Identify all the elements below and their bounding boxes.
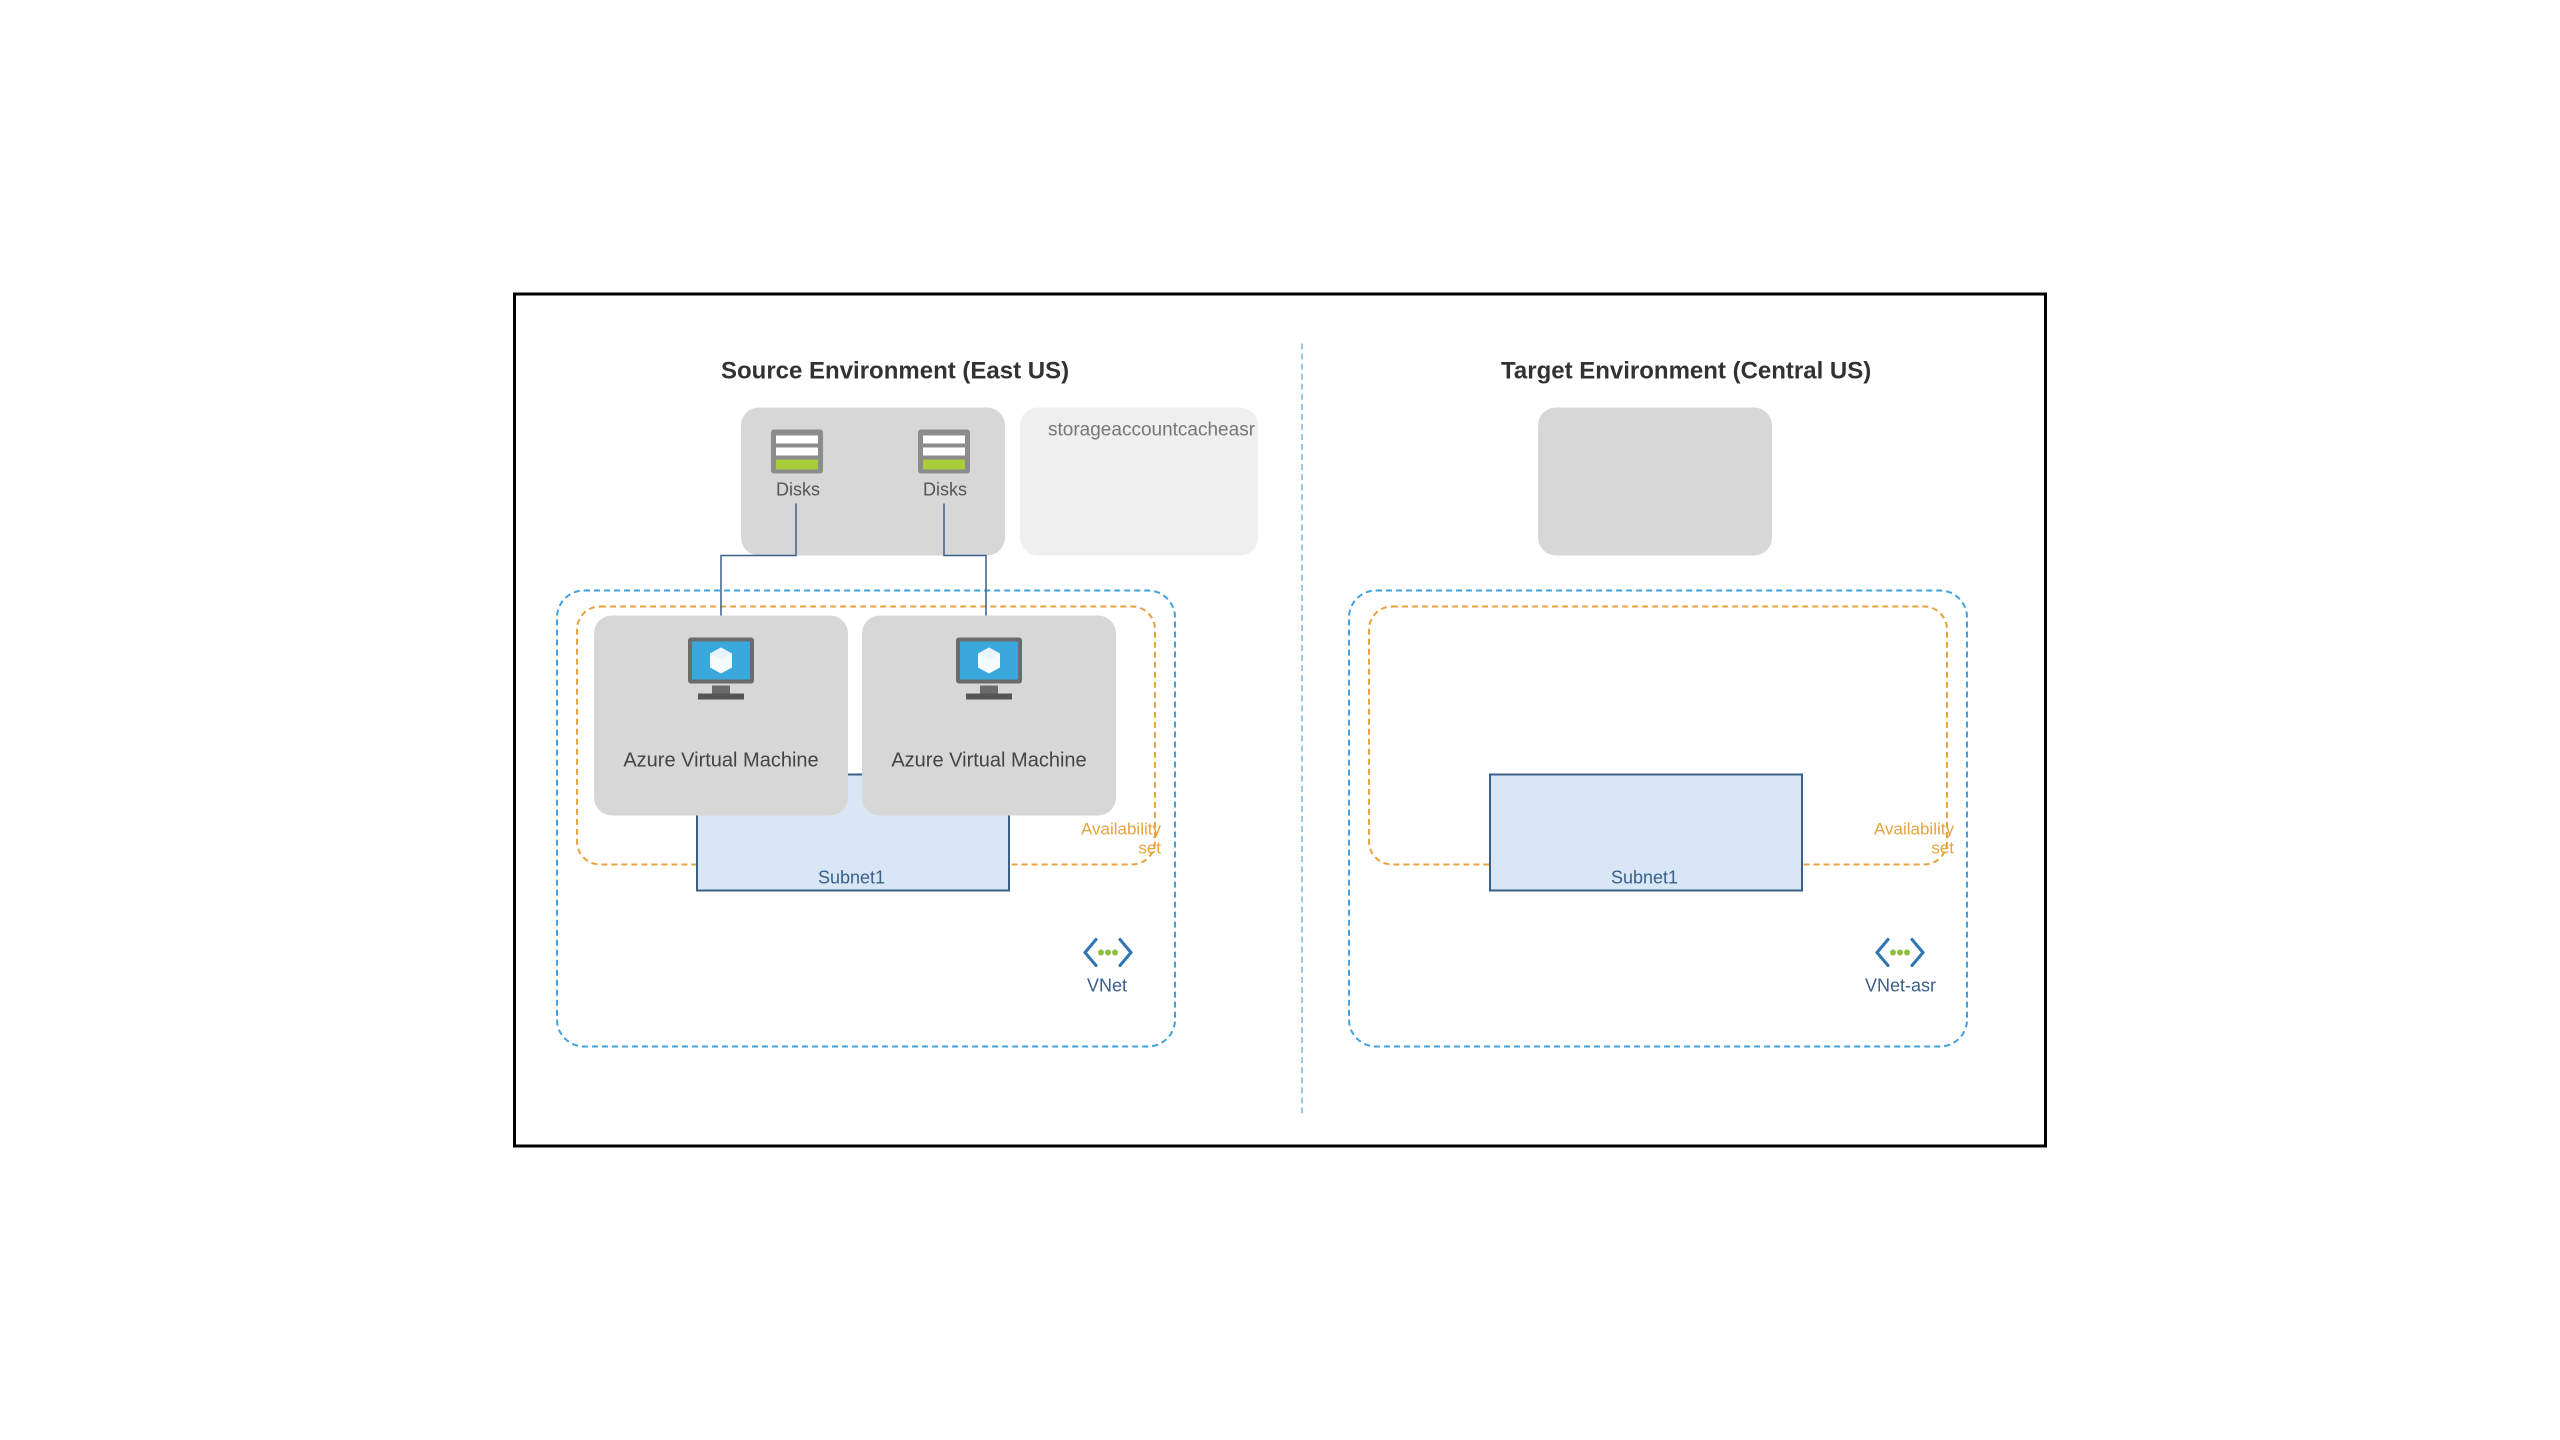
source-subnet-label: Subnet1 xyxy=(818,868,885,889)
source-title: Source Environment (East US) xyxy=(721,358,1069,386)
target-vnet-label: VNet-asr xyxy=(1865,976,1936,997)
availset-text: Availability set xyxy=(1081,820,1161,858)
source-storage-label: storageaccountcacheasr xyxy=(1048,420,1255,442)
vm-label: Azure Virtual Machine xyxy=(882,750,1096,773)
disk-label: Disks xyxy=(774,480,822,501)
disk-label: Disks xyxy=(921,480,969,501)
vnet-icon xyxy=(1081,936,1135,975)
vm-label: Azure Virtual Machine xyxy=(614,750,828,773)
diagram-canvas: Source Environment (East US) Subnet1 Dis… xyxy=(513,293,2047,1148)
target-top-box xyxy=(1538,408,1772,556)
vm-icon xyxy=(682,634,760,711)
target-title: Target Environment (Central US) xyxy=(1501,358,1871,386)
source-availset-label: Availability set xyxy=(1071,821,1161,858)
source-vnet-label: VNet xyxy=(1087,976,1127,997)
center-divider xyxy=(1301,344,1303,1114)
target-availset-label: Availability set xyxy=(1864,821,1954,858)
disk-icon xyxy=(916,428,972,481)
target-subnet-label: Subnet1 xyxy=(1611,868,1678,889)
disk-icon xyxy=(769,428,825,481)
vnet-icon xyxy=(1873,936,1927,975)
availset-text: Availability set xyxy=(1874,820,1954,858)
vm-icon xyxy=(950,634,1028,711)
